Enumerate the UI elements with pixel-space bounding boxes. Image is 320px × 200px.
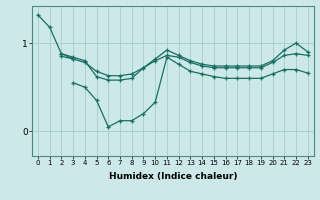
X-axis label: Humidex (Indice chaleur): Humidex (Indice chaleur) xyxy=(108,172,237,181)
